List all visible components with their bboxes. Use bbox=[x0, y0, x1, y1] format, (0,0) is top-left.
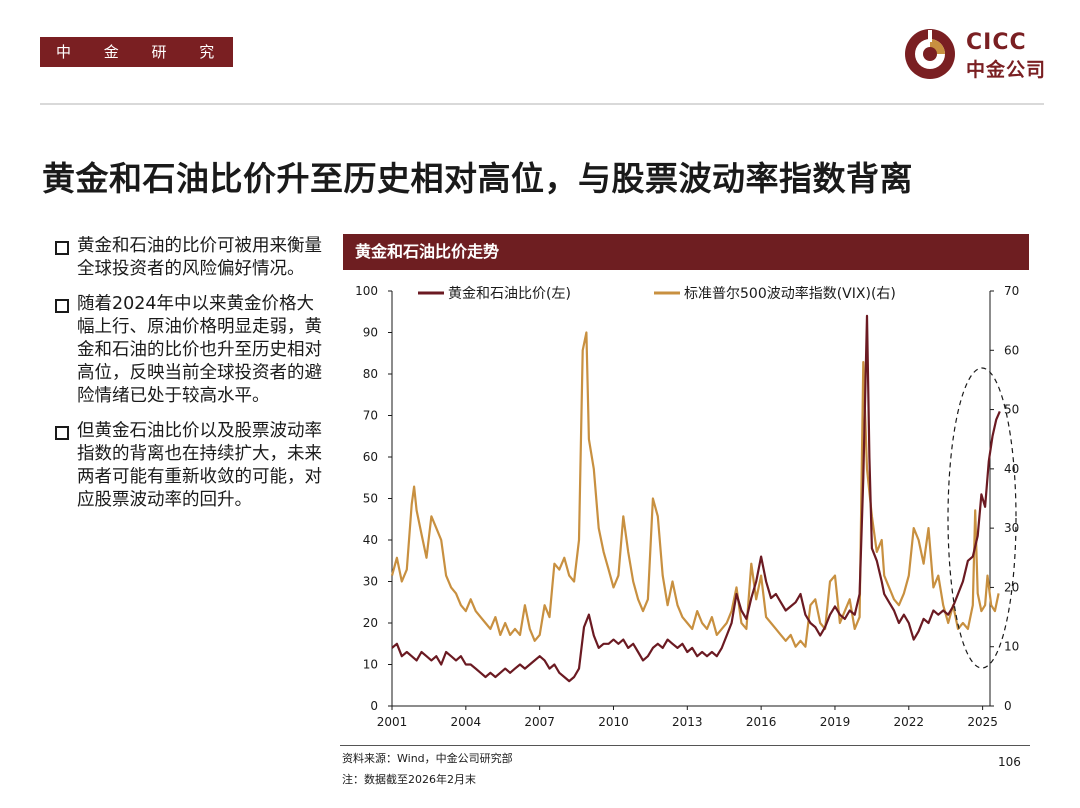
data-note: 注：数据截至2026年2月末 bbox=[342, 773, 476, 786]
right-axis-tick-label: 40 bbox=[1004, 462, 1019, 476]
x-axis-tick-label: 2016 bbox=[746, 715, 777, 729]
bullet-text: 黄金和石油的比价可被用来衡量全球投资者的风险偏好情况。 bbox=[77, 236, 322, 279]
chart-title-bar: 黄金和石油比价走势 bbox=[343, 234, 1029, 270]
x-axis-tick-label: 2001 bbox=[377, 715, 408, 729]
chart-title: 黄金和石油比价走势 bbox=[355, 242, 500, 261]
legend-label-gold-oil: 黄金和石油比价(左) bbox=[448, 285, 571, 302]
left-axis-tick-label: 10 bbox=[363, 658, 378, 672]
header-divider bbox=[40, 103, 1044, 105]
checkbox-bullet-icon bbox=[55, 299, 69, 313]
bullet-text: 随着2024年中以来黄金价格大幅上行、原油价格明显走弱，黄金和石油的比价也升至历… bbox=[77, 294, 322, 406]
x-axis-tick-label: 2013 bbox=[672, 715, 703, 729]
cicc-logo-icon bbox=[905, 29, 955, 79]
cicc-logo: CICC 中金公司 bbox=[904, 28, 1049, 81]
checkbox-bullet-icon bbox=[55, 241, 69, 255]
x-axis-tick-label: 2025 bbox=[967, 715, 998, 729]
department-label: 中 金 研 究 部 bbox=[56, 43, 277, 61]
right-axis-tick-label: 70 bbox=[1004, 284, 1019, 298]
page-number: 106 bbox=[998, 755, 1021, 769]
footer-divider bbox=[340, 745, 1030, 746]
logo-text-en: CICC bbox=[966, 30, 1027, 55]
left-axis-tick-label: 80 bbox=[363, 367, 378, 381]
left-axis-tick-label: 90 bbox=[363, 326, 378, 340]
left-axis-tick-label: 40 bbox=[363, 533, 378, 547]
right-axis-tick-label: 50 bbox=[1004, 403, 1019, 417]
bullet-item: 但黄金石油比价以及股票波动率指数的背离也在持续扩大，未来两者可能有重新收敛的可能… bbox=[55, 420, 335, 512]
right-axis-tick-label: 60 bbox=[1004, 343, 1019, 357]
checkbox-bullet-icon bbox=[55, 426, 69, 440]
gold-oil-ratio-line bbox=[391, 314, 1001, 683]
bullet-list: 黄金和石油的比价可被用来衡量全球投资者的风险偏好情况。 随着2024年中以来黄金… bbox=[55, 235, 335, 524]
divergence-highlight-ellipse bbox=[947, 367, 1017, 669]
left-axis-tick-label: 60 bbox=[363, 450, 378, 464]
right-axis-tick-label: 0 bbox=[1004, 699, 1012, 713]
left-axis-tick-label: 20 bbox=[363, 616, 378, 630]
left-axis-tick-label: 30 bbox=[363, 575, 378, 589]
department-badge: 中 金 研 究 部 bbox=[40, 37, 262, 67]
left-axis-tick-label: 50 bbox=[363, 492, 378, 506]
right-axis-tick-label: 20 bbox=[1004, 580, 1019, 594]
vix-line bbox=[390, 331, 1000, 648]
left-axis-tick-label: 100 bbox=[355, 284, 378, 298]
x-axis-tick-label: 2019 bbox=[820, 715, 851, 729]
page-title: 黄金和石油比价升至历史相对高位，与股票波动率指数背离 bbox=[42, 159, 913, 198]
right-axis-tick-label: 30 bbox=[1004, 521, 1019, 535]
logo-text-cn: 中金公司 bbox=[966, 59, 1047, 81]
bullet-item: 随着2024年中以来黄金价格大幅上行、原油价格明显走弱，黄金和石油的比价也升至历… bbox=[55, 293, 335, 408]
bullet-text: 但黄金石油比价以及股票波动率指数的背离也在持续扩大，未来两者可能有重新收敛的可能… bbox=[77, 421, 322, 510]
x-axis-tick-label: 2007 bbox=[524, 715, 555, 729]
x-axis-tick-label: 2010 bbox=[598, 715, 629, 729]
x-axis-tick-label: 2022 bbox=[894, 715, 925, 729]
x-axis-tick-label: 2004 bbox=[451, 715, 482, 729]
left-axis-tick-label: 0 bbox=[370, 699, 378, 713]
source-note: 资料来源：Wind，中金公司研究部 bbox=[342, 752, 513, 765]
left-axis-tick-label: 70 bbox=[363, 409, 378, 423]
right-axis-tick-label: 10 bbox=[1004, 640, 1019, 654]
bullet-item: 黄金和石油的比价可被用来衡量全球投资者的风险偏好情况。 bbox=[55, 235, 335, 281]
legend-label-vix: 标准普尔500波动率指数(VIX)(右) bbox=[684, 285, 896, 302]
